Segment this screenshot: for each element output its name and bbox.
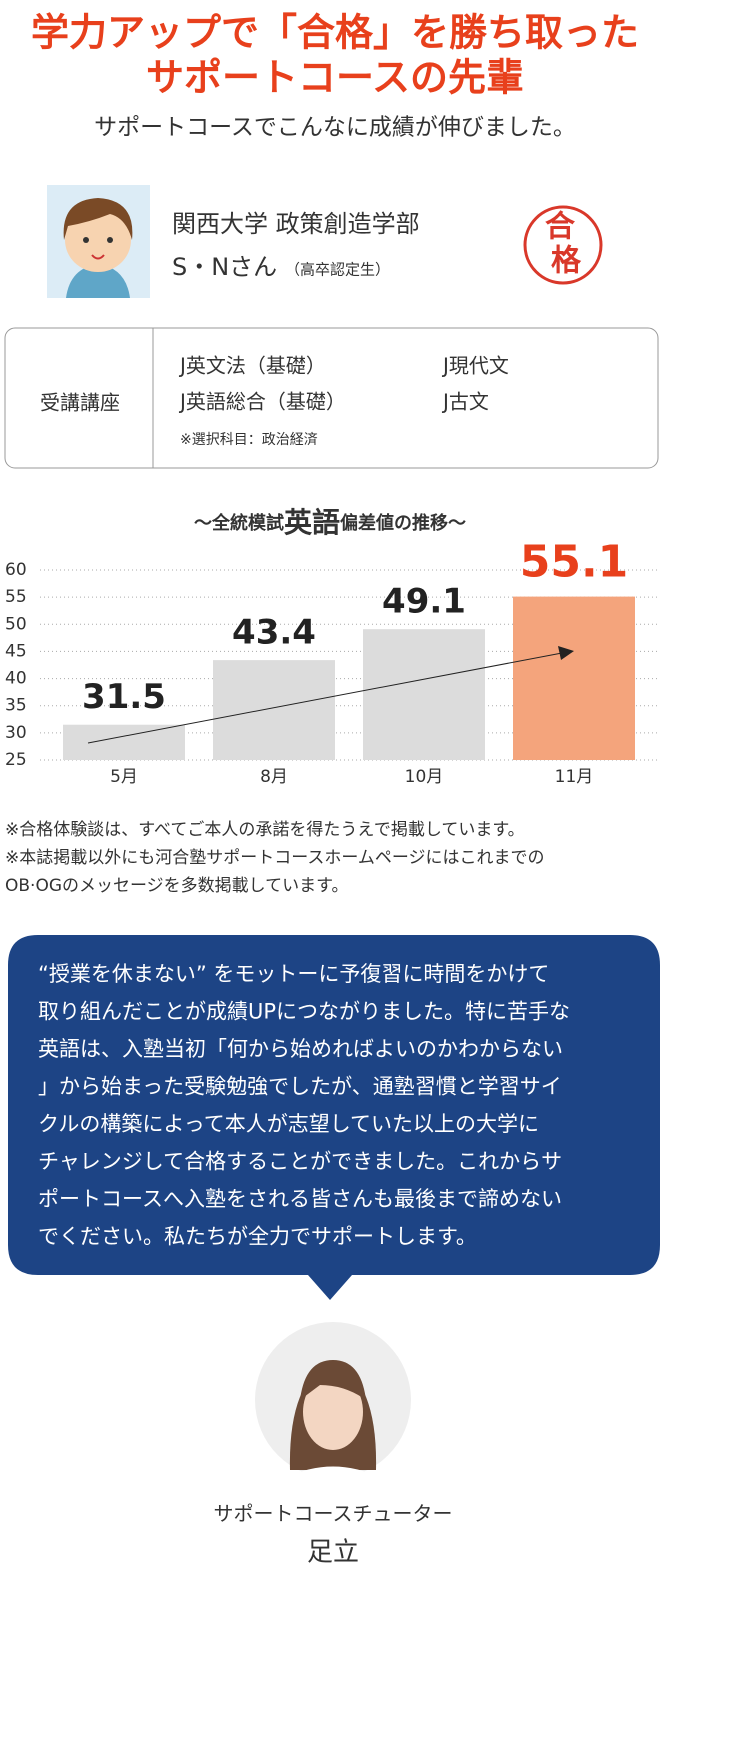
- student-note: （高卒認定生）: [285, 261, 390, 279]
- note: OB·OGのメッセージを多数掲載しています。: [5, 876, 348, 896]
- avatar: [47, 185, 150, 298]
- trend-arrowhead: [558, 646, 574, 660]
- y-tick-label: 40: [5, 669, 27, 689]
- y-tick-label: 35: [5, 696, 27, 716]
- chart-title-part: ～全統模試: [194, 512, 284, 534]
- student-name: S・Nさん: [172, 253, 277, 281]
- bar: [63, 724, 185, 760]
- speech-bubble: [8, 935, 660, 1300]
- chart: ～全統模試英語偏差値の推移～ 25 30 35 40 45 50 55 60 5月 31.5 8月 43…: [5, 506, 660, 787]
- course-note: ※選択科目：政治経済: [180, 432, 318, 448]
- bar: [363, 629, 485, 760]
- value-label: 43.4: [232, 613, 316, 653]
- value-label: 31.5: [82, 677, 166, 717]
- value-label: 55.1: [520, 537, 629, 588]
- chart-title-part: 偏差値の推移～: [340, 512, 466, 534]
- x-tick-label: 8月: [260, 767, 288, 787]
- message-line: チャレンジして合格することができました。これからサ: [38, 1150, 562, 1174]
- title: 学力アップで「合格」を勝ち取った: [31, 11, 639, 55]
- course-label: 受講講座: [40, 391, 120, 415]
- tutor-name: 足立: [307, 1538, 359, 1568]
- message-line: “授業を休まない” をモットーに予復習に時間をかけて: [38, 962, 549, 986]
- message-line: クルの構築によって本人が志望していた以上の大学に: [38, 1112, 539, 1136]
- y-tick-label: 45: [5, 641, 27, 661]
- message-line: 英語は、入塾当初「何から始めればよいのかわからない: [38, 1037, 563, 1061]
- course-item: J英文法（基礎）: [178, 354, 326, 378]
- x-tick-label: 11月: [555, 767, 594, 787]
- value-label: 49.1: [382, 582, 466, 622]
- message-line: でください。私たちが全力でサポートします。: [38, 1225, 477, 1249]
- tutor-photo: [255, 1322, 411, 1478]
- message-line: ポートコースへ入塾をされる皆さんも最後まで諦めない: [38, 1187, 562, 1211]
- message-line: 」から始まった受験勉強でしたが、通塾習慣と学習サイ: [38, 1075, 562, 1099]
- subtitle: サポートコースでこんなに成績が伸びました。: [94, 115, 576, 141]
- course-box: [4, 327, 659, 469]
- note: ※本誌掲載以外にも河合塾サポートコースホームページにはこれまでの: [5, 847, 545, 868]
- chart-title: ～全統模試英語偏差値の推移～: [194, 506, 466, 539]
- y-tick-label: 60: [5, 560, 27, 580]
- bar: [213, 660, 335, 760]
- university: 関西大学 政策創造学部: [172, 210, 420, 238]
- y-tick-label: 30: [5, 723, 27, 743]
- course-item: J現代文: [441, 354, 509, 378]
- message-line: 取り組んだことが成績UPにつながりました。特に苦手な: [38, 1000, 570, 1024]
- stamp-char: 格: [551, 244, 582, 279]
- bar: [513, 596, 635, 760]
- x-tick-label: 10月: [405, 767, 444, 787]
- chart-title-part: 英語: [284, 506, 340, 539]
- x-tick-label: 5月: [110, 767, 138, 787]
- title: サポートコースの先輩: [146, 56, 524, 100]
- y-tick-label: 25: [5, 750, 27, 770]
- y-tick-label: 50: [5, 614, 27, 634]
- y-tick-label: 55: [5, 587, 27, 607]
- course-item: J英語総合（基礎）: [178, 390, 346, 414]
- stamp-char: 合: [545, 210, 575, 245]
- tutor-role: サポートコースチューター: [214, 1502, 453, 1526]
- trend-arrow: [87, 652, 563, 744]
- course-item: J古文: [441, 390, 489, 414]
- stamp: [523, 205, 603, 285]
- note: ※合格体験談は、すべてご本人の承諾を得たうえで掲載しています。: [5, 820, 525, 840]
